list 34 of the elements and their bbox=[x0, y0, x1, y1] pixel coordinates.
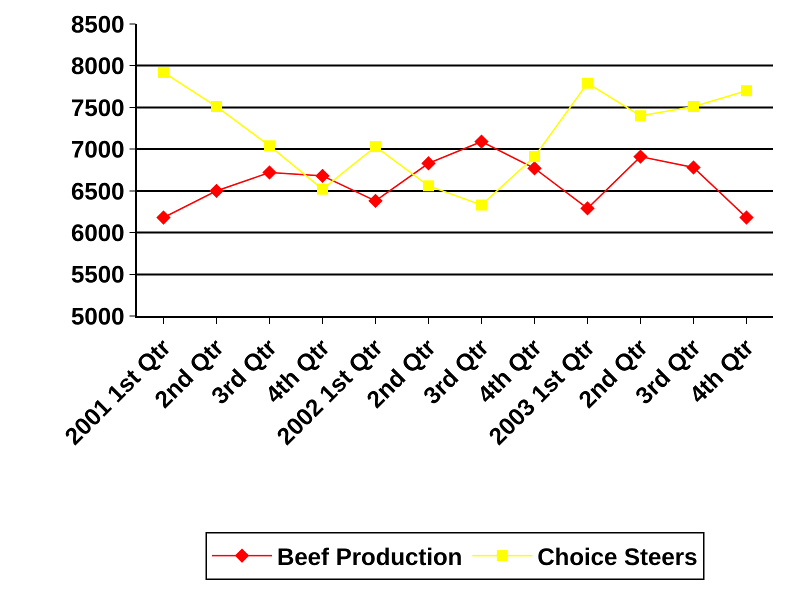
point bbox=[474, 134, 489, 149]
y-tick-label: 8500 bbox=[71, 11, 124, 38]
legend-label: Choice Steers bbox=[537, 544, 698, 572]
point bbox=[211, 101, 222, 112]
y-tick-label: 7000 bbox=[71, 136, 124, 164]
point bbox=[423, 180, 434, 192]
y-tick-label: 5500 bbox=[71, 262, 124, 289]
point bbox=[156, 210, 171, 225]
point bbox=[370, 141, 381, 152]
point bbox=[739, 210, 754, 225]
legend-label: Beef Production bbox=[277, 544, 462, 572]
point bbox=[688, 101, 699, 112]
point bbox=[368, 194, 383, 208]
point bbox=[476, 200, 487, 211]
point bbox=[209, 184, 224, 198]
y-tick-label: 7500 bbox=[71, 94, 124, 122]
point bbox=[158, 66, 169, 78]
point bbox=[262, 165, 277, 180]
point bbox=[633, 150, 648, 164]
y-tick-label: 6500 bbox=[71, 178, 124, 206]
point bbox=[529, 151, 540, 162]
point bbox=[580, 201, 595, 216]
point bbox=[264, 140, 275, 152]
point bbox=[527, 161, 542, 176]
point bbox=[686, 160, 701, 175]
y-tick-label: 6000 bbox=[71, 220, 124, 247]
point bbox=[582, 78, 593, 89]
point bbox=[741, 85, 752, 96]
y-tick-label: 5000 bbox=[71, 303, 124, 330]
point bbox=[421, 156, 436, 170]
point bbox=[317, 184, 328, 195]
y-tick-label: 8000 bbox=[71, 53, 124, 80]
point bbox=[315, 168, 330, 183]
point bbox=[635, 110, 646, 122]
